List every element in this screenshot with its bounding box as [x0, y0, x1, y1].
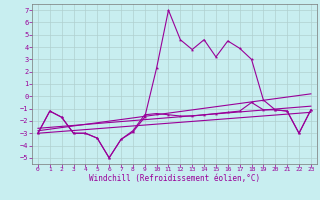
X-axis label: Windchill (Refroidissement éolien,°C): Windchill (Refroidissement éolien,°C) — [89, 174, 260, 183]
